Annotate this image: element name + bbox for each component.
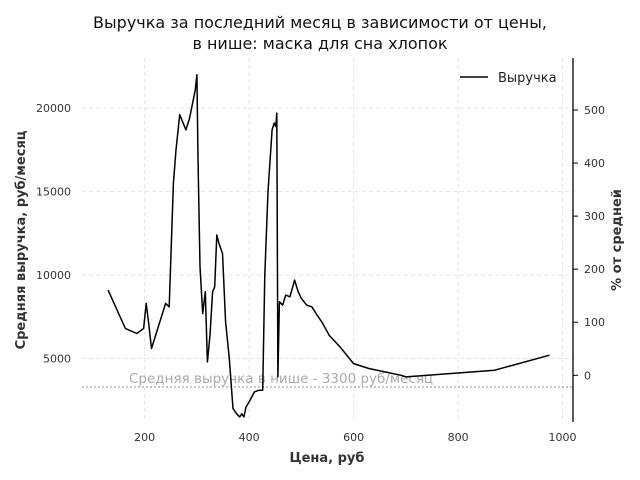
y2-tick-label: 400 — [584, 157, 605, 170]
x-tick-label: 600 — [343, 431, 364, 444]
chart-title-line-2: в нише: маска для сна хлопок — [192, 34, 448, 53]
series-line-revenue — [107, 73, 550, 418]
reference-line-group: Средняя выручка в нише - 3300 руб/месяц — [82, 371, 573, 388]
series-group — [107, 73, 550, 418]
chart-title: Выручка за последний месяц в зависимости… — [0, 12, 640, 54]
chart-title-line-1: Выручка за последний месяц в зависимости… — [93, 13, 547, 32]
y2-tick-label: 200 — [584, 263, 605, 276]
x-axis-label: Цена, руб — [290, 451, 365, 466]
y-tick-label: 15000 — [36, 186, 71, 199]
y2-axis-label: % от средней — [610, 189, 625, 291]
y2-tick-label: 100 — [584, 316, 605, 329]
legend-label-revenue: Выручка — [498, 71, 557, 86]
y2-tick-label: 500 — [584, 104, 605, 117]
average-reference-label: Средняя выручка в нише - 3300 руб/месяц — [129, 371, 433, 387]
x-axis: 200 400 600 800 1000 — [134, 431, 576, 444]
x-tick-label: 400 — [239, 431, 260, 444]
y-tick-label: 5000 — [43, 353, 71, 366]
y-tick-label: 10000 — [36, 269, 71, 282]
x-tick-label: 200 — [134, 431, 155, 444]
y-axis-left: 5000 10000 15000 20000 — [36, 102, 71, 365]
x-tick-label: 1000 — [549, 431, 577, 444]
legend: Выручка — [460, 71, 557, 86]
y2-tick-label: 300 — [584, 210, 605, 223]
x-tick-label: 800 — [448, 431, 469, 444]
y2-tick-label: 0 — [584, 369, 591, 382]
y-axis-right: 0 100 200 300 400 500 — [572, 58, 605, 422]
y-tick-label: 20000 — [36, 102, 71, 115]
y-axis-label: Средняя выручка, руб/месяц — [14, 130, 29, 349]
grid-lines — [82, 58, 573, 422]
